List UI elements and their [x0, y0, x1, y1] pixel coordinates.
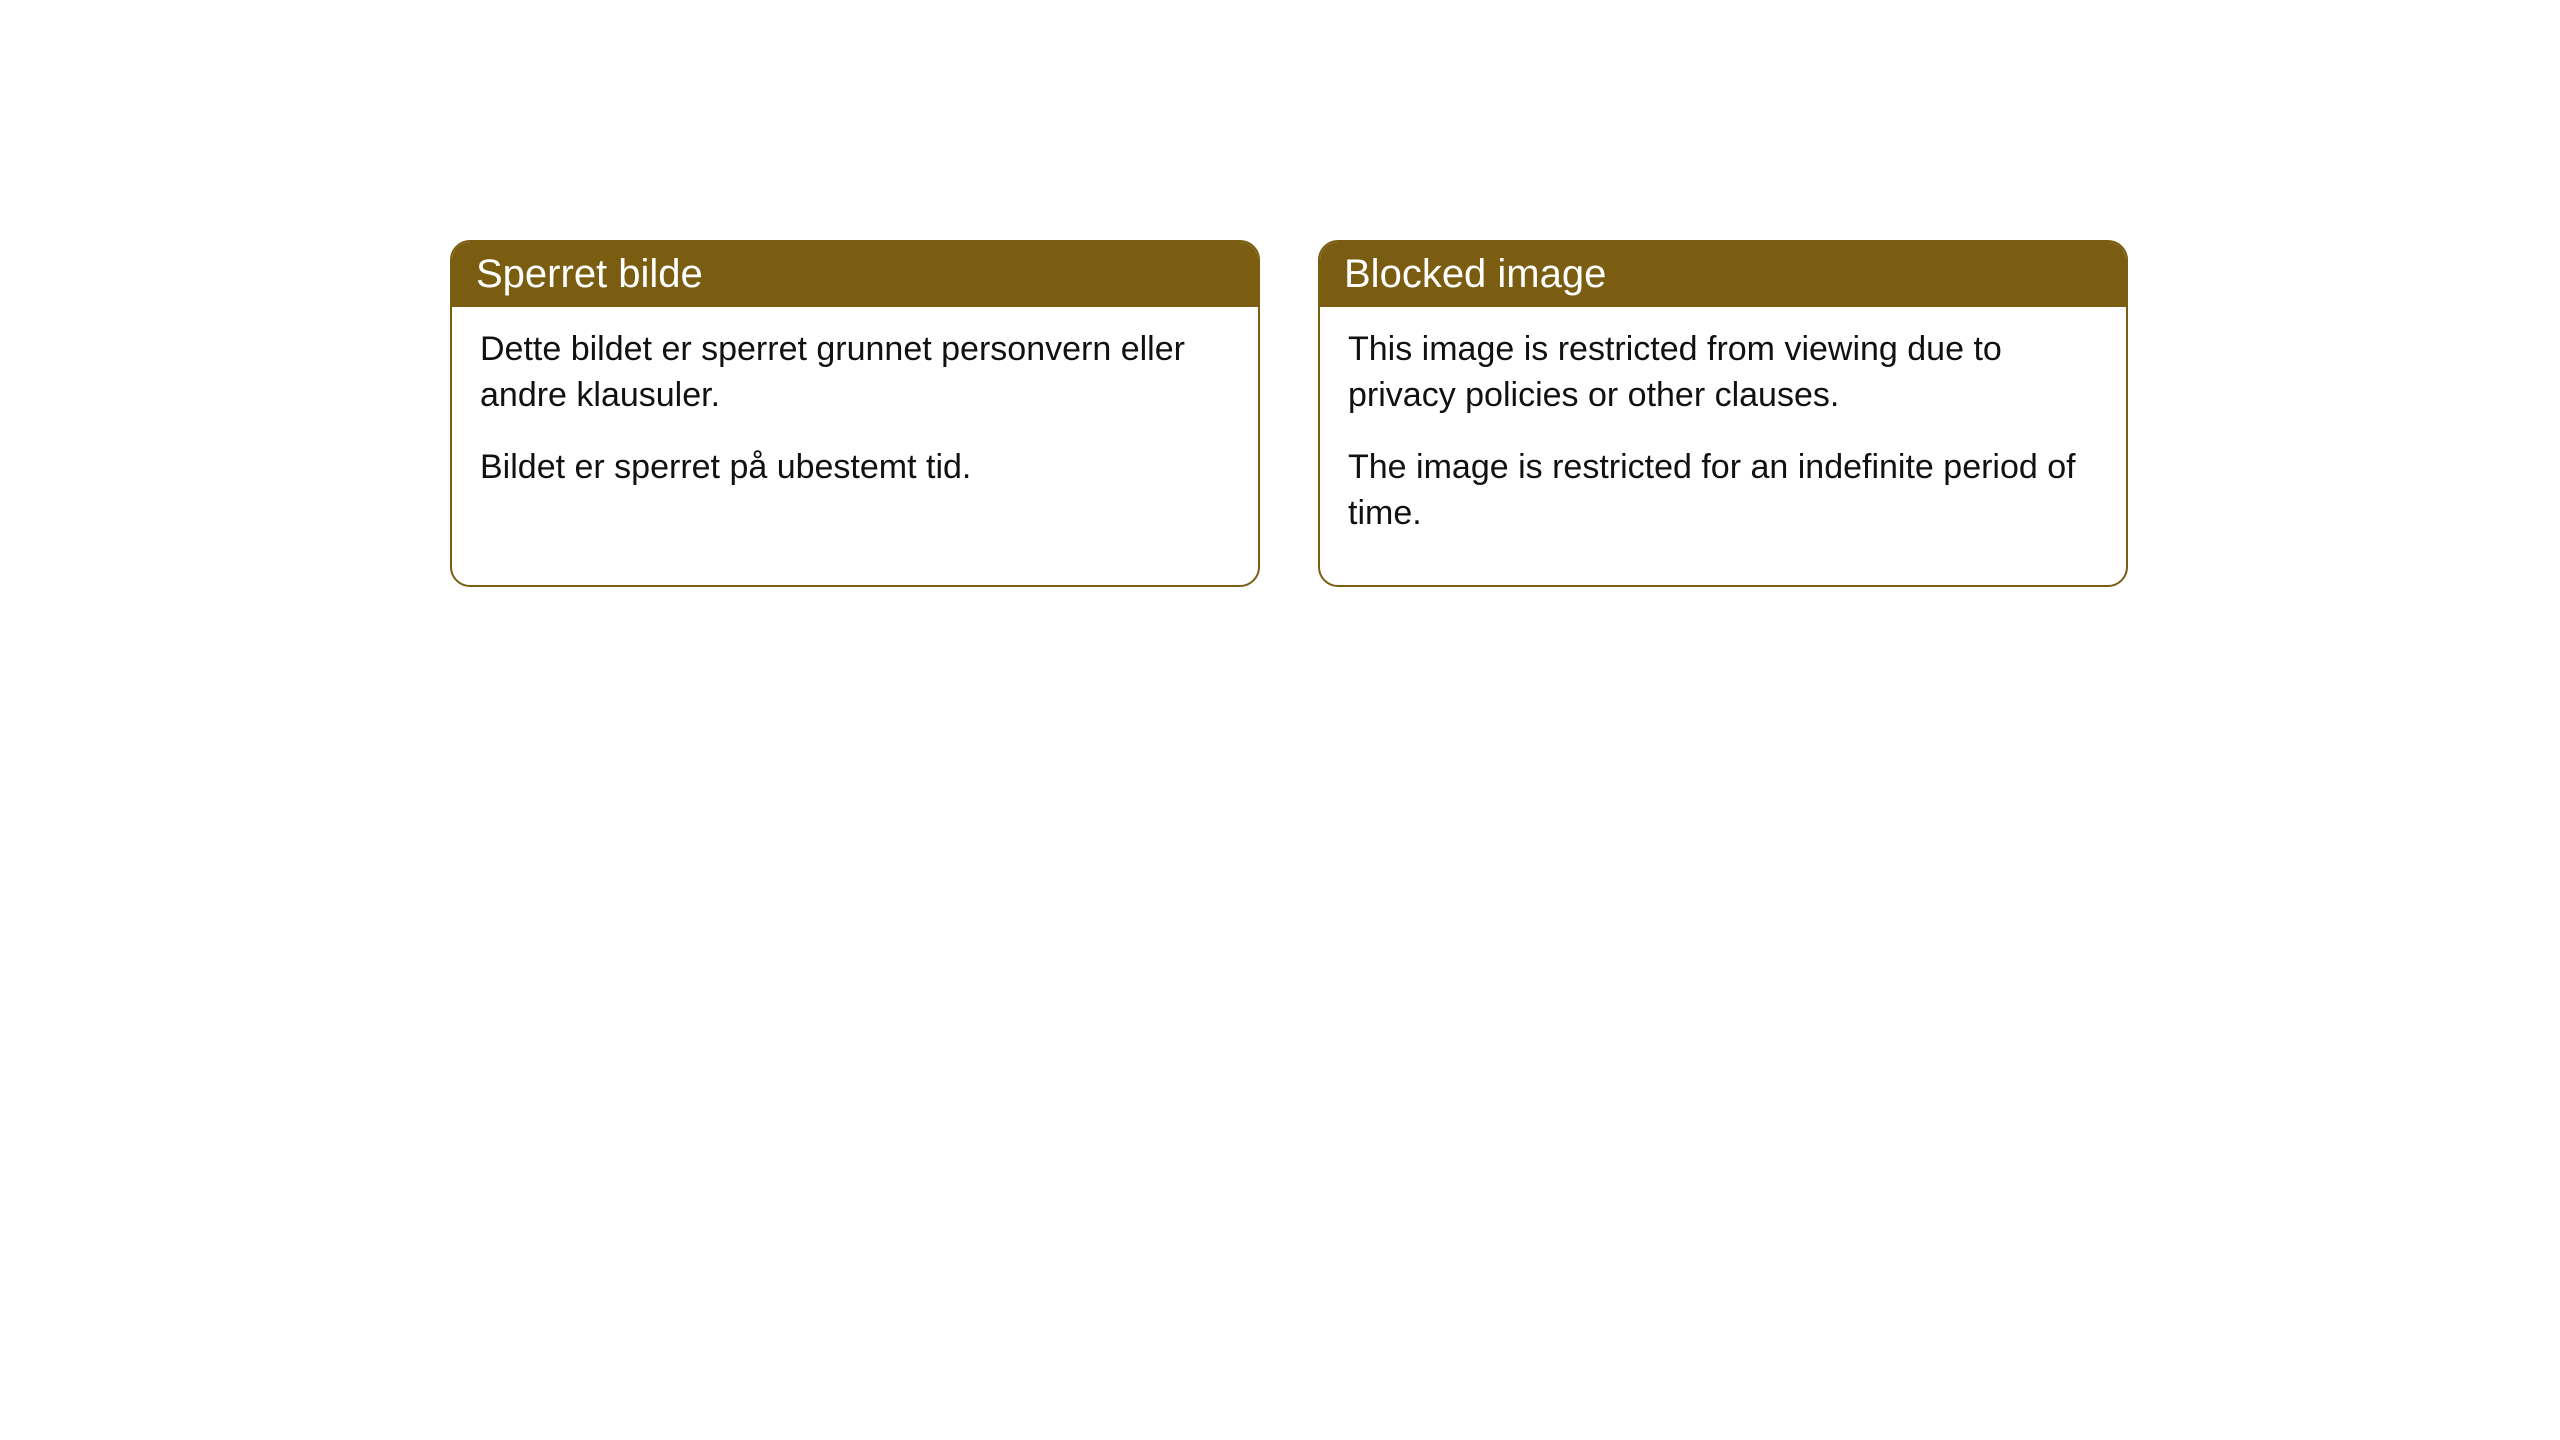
blocked-image-card-en: Blocked image This image is restricted f…	[1318, 240, 2128, 587]
card-header: Sperret bilde	[452, 242, 1258, 307]
card-title: Sperret bilde	[476, 252, 703, 296]
card-container: Sperret bilde Dette bildet er sperret gr…	[0, 0, 2560, 587]
card-body: Dette bildet er sperret grunnet personve…	[452, 307, 1258, 539]
card-header: Blocked image	[1320, 242, 2126, 307]
card-paragraph: Bildet er sperret på ubestemt tid.	[480, 445, 1230, 491]
card-paragraph: The image is restricted for an indefinit…	[1348, 445, 2098, 537]
card-paragraph: Dette bildet er sperret grunnet personve…	[480, 327, 1230, 419]
blocked-image-card-no: Sperret bilde Dette bildet er sperret gr…	[450, 240, 1260, 587]
card-title: Blocked image	[1344, 252, 1606, 296]
card-body: This image is restricted from viewing du…	[1320, 307, 2126, 585]
card-paragraph: This image is restricted from viewing du…	[1348, 327, 2098, 419]
